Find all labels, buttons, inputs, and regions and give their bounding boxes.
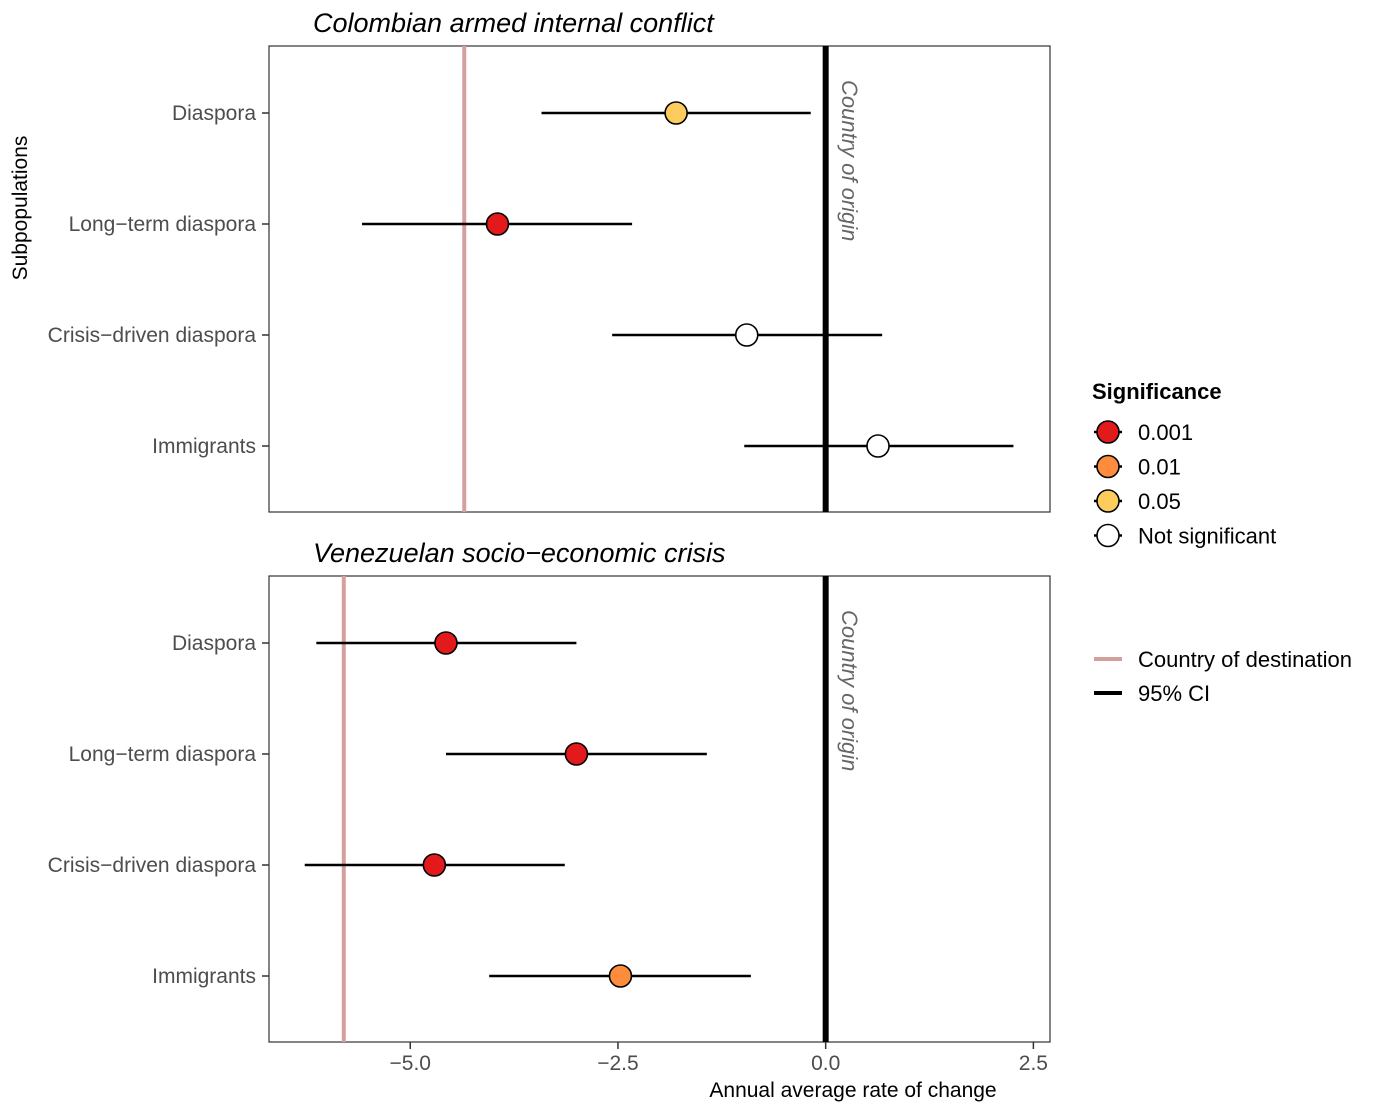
x-tick-label: 2.5	[1019, 1052, 1048, 1075]
panel-frame-2	[268, 575, 1051, 1043]
y-tick-label: Crisis−driven diaspora	[48, 854, 257, 877]
x-tick-label: −5.0	[390, 1052, 431, 1075]
legend-label: 0.001	[1138, 420, 1193, 445]
y-tick-label: Immigrants	[152, 965, 256, 988]
estimate-point	[434, 631, 458, 655]
legend-key-point	[1096, 489, 1120, 513]
estimate-point	[866, 434, 890, 458]
panel-title-2: Venezuelan socio−economic crisis	[313, 538, 725, 568]
y-tick-label: Long−term diaspora	[69, 743, 257, 766]
y-tick-label: Diaspora	[172, 632, 256, 655]
estimate-point	[734, 323, 759, 347]
estimate-point	[422, 853, 447, 877]
x-tick-label: −2.5	[597, 1052, 638, 1075]
legend-label: 0.05	[1138, 489, 1181, 514]
y-tick-label: Diaspora	[172, 102, 256, 125]
panel-frame-1	[268, 45, 1051, 513]
estimate-point	[664, 101, 688, 125]
panel-title-1: Colombian armed internal conflict	[313, 8, 715, 38]
panel-content-2: Diaspora Long−term diaspora Crisis−driven …	[48, 576, 829, 1042]
estimate-point	[485, 212, 510, 236]
y-tick-label: Long−term diaspora	[69, 213, 257, 236]
legend-key-point	[1096, 523, 1120, 548]
x-axis-title: Annual average rate of change	[709, 1079, 996, 1102]
y-tick-label: Immigrants	[152, 435, 256, 458]
x-tick-label: 0.0	[811, 1052, 840, 1075]
origin-label-2: Country of origin	[837, 610, 862, 771]
y-tick-label: Crisis−driven diaspora	[48, 324, 257, 347]
y-axis-title: Subpopulations	[9, 136, 32, 281]
legend-label: Not significant	[1138, 524, 1276, 549]
legend-label: 95% CI	[1138, 681, 1210, 706]
estimate-point	[608, 964, 633, 988]
x-axis: −5.0 −2.5 0.0 2.5	[390, 1042, 1048, 1075]
origin-label-1: Country of origin	[837, 80, 862, 241]
legend-title: Significance	[1092, 379, 1222, 404]
legend-key-point	[1096, 454, 1120, 479]
legend-label: 0.01	[1138, 455, 1181, 480]
legend: Significance 0.001 0.01 0.05 Not significan…	[1092, 379, 1352, 706]
legend-label: Country of destination	[1138, 647, 1352, 672]
panel-content-1: Diaspora Long−term diaspora Crisis−driven …	[48, 46, 1014, 512]
estimate-point	[564, 742, 589, 766]
legend-key-point	[1096, 420, 1120, 444]
